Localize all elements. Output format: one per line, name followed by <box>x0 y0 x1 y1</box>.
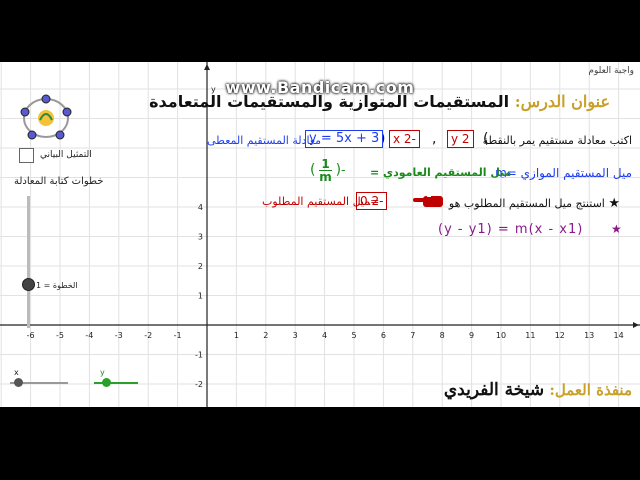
geogebra-logo-icon <box>20 94 72 140</box>
footer-row: منفذة العمل: شيخة الفريدي <box>444 380 632 400</box>
point-slope-formula: (y - y1) = m(x - x1) <box>438 222 584 237</box>
x-tick-label: -2 <box>144 331 152 340</box>
task-prompt: اكتب معادلة مستقيم يمر بالنقطة <box>482 134 632 147</box>
footer-label: منفذة العمل: <box>549 381 632 399</box>
x-tick-label: -5 <box>56 331 64 340</box>
y-tick-label: 4 <box>198 203 203 212</box>
parallel-slope-label: ميل المستقيم الموازي =m <box>495 166 632 180</box>
lesson-title: المستقيمات المتوازية والمستقيمات المتعام… <box>149 92 510 111</box>
x-tick-label: 6 <box>381 331 386 340</box>
x-tick-label: 11 <box>525 331 535 340</box>
y-tick-label: -1 <box>195 351 203 360</box>
graph-checkbox-label: التمثيل البياني <box>40 150 92 160</box>
geogebra-canvas[interactable]: -6 -5 -4 -3 -2 -1 1 2 3 4 5 6 7 8 9 10 11 12 13 14 4 3 2 1 -1 -2 y <box>0 62 640 407</box>
steps-slider-title: خطوات كتابة المعادلة <box>14 176 104 187</box>
x-tick-label: 1 <box>234 331 239 340</box>
x-tick-label: 4 <box>322 331 327 340</box>
x-tick-label: 9 <box>469 331 474 340</box>
paren-close: ) <box>483 131 489 147</box>
x-tick-label: 14 <box>614 331 624 340</box>
required-slope-label: =ميل المستقيم المطلوب <box>262 195 380 208</box>
window-label: واجبة العلوم <box>588 66 634 76</box>
pointing-hand-icon <box>413 194 443 207</box>
given-equation-label: معادلة المستقيم المعطى <box>207 134 322 147</box>
y-tick-label: 3 <box>198 233 203 242</box>
x-tick-label: -3 <box>115 331 123 340</box>
point-comma: , <box>432 131 437 147</box>
point-x-field[interactable]: x 2- <box>389 130 420 148</box>
x-tick-label: 13 <box>584 331 594 340</box>
x-slider-label: x <box>14 368 19 377</box>
fraction-numerator: 1 <box>319 158 332 171</box>
formula-star-icon: ★ <box>611 222 622 236</box>
conclusion-star-icon: ★ <box>608 196 620 211</box>
y-tick-label: 2 <box>198 262 203 271</box>
y-tick-label: -2 <box>195 380 203 389</box>
given-equation-field[interactable]: y = 5x + 3 <box>305 130 384 148</box>
x-tick-label: 5 <box>351 331 356 340</box>
fraction-sign: - <box>341 163 346 177</box>
x-tick-label: 8 <box>440 331 445 340</box>
x-tick-label: 12 <box>555 331 565 340</box>
x-tick-label: 10 <box>496 331 506 340</box>
x-tick-label: 3 <box>293 331 298 340</box>
perpendicular-fraction: ( 1 m )- <box>310 157 346 184</box>
x-slider-track[interactable] <box>10 382 68 384</box>
y-tick-label: 1 <box>198 292 203 301</box>
conclusion-text: استنتج ميل المستقيم المطلوب هو <box>448 197 605 210</box>
x-axis-arrow-icon <box>633 322 639 328</box>
point-y-field[interactable]: y 2 <box>447 130 474 148</box>
lesson-title-row: عنوان الدرس: المستقيمات المتوازية والمست… <box>149 92 610 111</box>
perpendicular-slope-label: ميل المستقيم العامودي = <box>370 166 512 179</box>
author-name: شيخة الفريدي <box>443 380 545 400</box>
lesson-title-label: عنوان الدرس: <box>514 92 610 111</box>
graph-checkbox[interactable] <box>19 148 34 163</box>
required-slope-field[interactable]: 0.2- <box>356 192 388 210</box>
y-slider-label: y <box>100 368 105 377</box>
y-slider-handle[interactable] <box>102 378 111 387</box>
x-tick-label: 7 <box>410 331 415 340</box>
y-axis-label: y <box>211 85 216 94</box>
fraction-denominator: m <box>319 170 332 184</box>
conclusion-row: ★ استنتج ميل المستقيم المطلوب هو <box>449 196 620 211</box>
x-tick-label: -4 <box>85 331 93 340</box>
steps-slider-value: الخطوة = 1 <box>36 281 78 290</box>
x-slider-handle[interactable] <box>14 378 23 387</box>
y-axis-arrow-icon <box>204 64 210 70</box>
x-tick-label: -1 <box>174 331 182 340</box>
steps-slider-track[interactable] <box>27 196 30 328</box>
steps-slider-handle[interactable] <box>22 278 35 291</box>
y-slider-track[interactable] <box>94 382 138 384</box>
recorder-watermark: www.Bandicam.com <box>225 78 415 97</box>
x-tick-label: -6 <box>27 331 35 340</box>
x-tick-label: 2 <box>263 331 268 340</box>
